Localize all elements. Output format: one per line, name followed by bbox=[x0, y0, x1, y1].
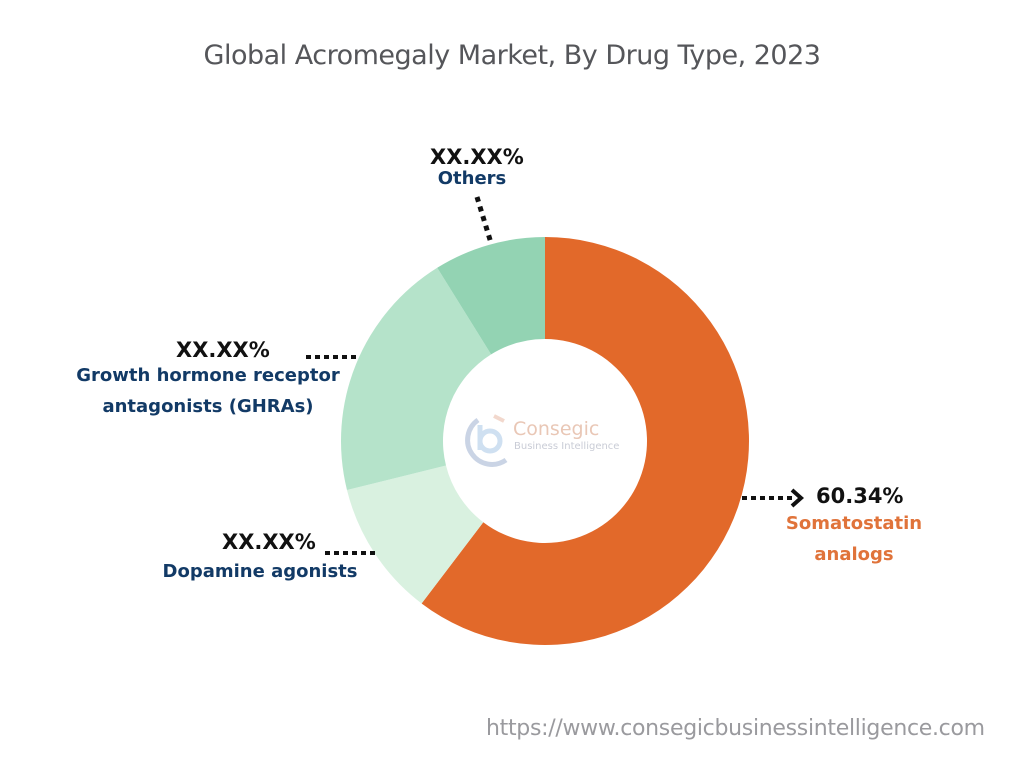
somatostatin-label: Somatostatin analogs bbox=[770, 508, 938, 570]
dopamine-label: Dopamine agonists bbox=[162, 561, 358, 582]
footer-url: https://www.consegicbusinessintelligence… bbox=[486, 716, 985, 741]
slice-others bbox=[437, 237, 545, 355]
consegic-logo-icon bbox=[465, 414, 508, 467]
somatostatin-label-line1: Somatostatin bbox=[785, 513, 923, 534]
leader-line-others bbox=[474, 196, 494, 244]
ghra-label-line2: antagonists (GHRAs) bbox=[102, 396, 314, 417]
ghra-label-line1: Growth hormone receptor bbox=[76, 365, 340, 386]
slice-ghra bbox=[341, 267, 492, 490]
dopamine-value: XX.XX% bbox=[222, 530, 316, 554]
logo-name: Consegic bbox=[513, 418, 600, 440]
donut-slices bbox=[341, 237, 749, 645]
somatostatin-value: 60.34% bbox=[816, 484, 904, 508]
somatostatin-label-line2: analogs bbox=[814, 544, 894, 565]
ghra-value: XX.XX% bbox=[176, 338, 270, 362]
slice-dopamine bbox=[346, 465, 484, 604]
ghra-label: Growth hormone receptor antagonists (GHR… bbox=[72, 360, 344, 422]
others-label: Others bbox=[437, 168, 507, 189]
logo-tagline: Business Intelligence bbox=[514, 441, 620, 452]
chart-title: Global Acromegaly Market, By Drug Type, … bbox=[203, 40, 821, 71]
others-value: XX.XX% bbox=[430, 145, 524, 169]
arrow-icon bbox=[790, 488, 805, 508]
slice-somatostatin bbox=[421, 237, 749, 645]
